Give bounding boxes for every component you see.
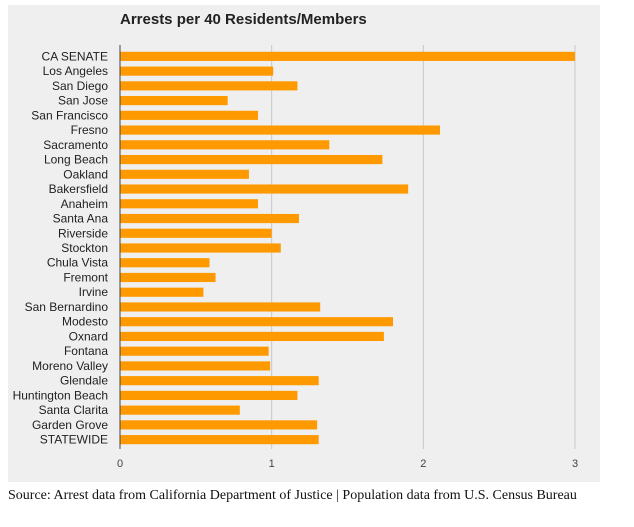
category-label: Anaheim bbox=[61, 197, 108, 211]
bar bbox=[120, 228, 272, 238]
category-label: Santa Clarita bbox=[39, 403, 109, 417]
bar bbox=[120, 361, 271, 371]
bar bbox=[120, 435, 319, 445]
category-label: Santa Ana bbox=[53, 212, 109, 226]
bar bbox=[120, 317, 393, 327]
category-label: STATEWIDE bbox=[40, 433, 108, 447]
category-label: Irvine bbox=[79, 285, 109, 299]
bar bbox=[120, 110, 259, 120]
x-tick-label: 0 bbox=[117, 458, 123, 470]
category-label: Bakersfield bbox=[49, 182, 108, 196]
bar bbox=[120, 154, 383, 165]
category-label: San Diego bbox=[52, 79, 108, 93]
chart-panel: Arrests per 40 Residents/Members CA SENA… bbox=[8, 5, 600, 482]
category-label: Fontana bbox=[64, 344, 108, 358]
category-label: CA SENATE bbox=[42, 49, 108, 63]
bar bbox=[120, 258, 210, 268]
category-label: Huntington Beach bbox=[13, 388, 108, 402]
bar bbox=[120, 376, 319, 386]
bar bbox=[120, 66, 274, 76]
category-label: Fresno bbox=[71, 123, 109, 137]
category-label: San Bernardino bbox=[25, 300, 109, 314]
bar bbox=[120, 243, 281, 253]
source-note: Source: Arrest data from California Depa… bbox=[8, 488, 577, 503]
category-label: Oxnard bbox=[69, 329, 108, 343]
bar bbox=[120, 390, 298, 400]
category-label: Riverside bbox=[58, 226, 108, 240]
bar bbox=[120, 125, 441, 135]
category-label: San Jose bbox=[58, 94, 108, 108]
x-tick-label: 3 bbox=[572, 458, 578, 470]
x-tick-label: 2 bbox=[420, 458, 426, 470]
bar bbox=[120, 140, 330, 150]
bar bbox=[120, 96, 228, 106]
category-label: Chula Vista bbox=[47, 256, 108, 270]
category-label: Stockton bbox=[61, 241, 108, 255]
category-label: Fremont bbox=[63, 270, 108, 284]
bar bbox=[120, 169, 249, 179]
category-label: Modesto bbox=[62, 315, 108, 329]
bar bbox=[120, 287, 204, 297]
category-label: San Francisco bbox=[31, 108, 108, 122]
bar bbox=[120, 302, 321, 312]
bar bbox=[120, 213, 299, 224]
bar bbox=[120, 420, 318, 430]
bar bbox=[120, 199, 259, 209]
category-label: Oakland bbox=[63, 167, 108, 181]
category-label: Glendale bbox=[60, 374, 108, 388]
category-label: Moreno Valley bbox=[32, 359, 108, 373]
bar bbox=[120, 81, 298, 91]
category-label: Los Angeles bbox=[43, 64, 108, 78]
bar bbox=[120, 184, 409, 194]
bar bbox=[120, 272, 216, 283]
bar bbox=[120, 405, 240, 415]
bar bbox=[120, 331, 384, 342]
x-tick-label: 1 bbox=[269, 458, 275, 470]
category-label: Garden Grove bbox=[32, 418, 108, 432]
bar bbox=[120, 346, 269, 356]
bar bbox=[120, 51, 575, 61]
chart-title: Arrests per 40 Residents/Members bbox=[120, 11, 367, 28]
category-label: Long Beach bbox=[44, 153, 108, 167]
bar-chart: Arrests per 40 Residents/Members CA SENA… bbox=[13, 11, 578, 470]
category-label: Sacramento bbox=[43, 138, 108, 152]
